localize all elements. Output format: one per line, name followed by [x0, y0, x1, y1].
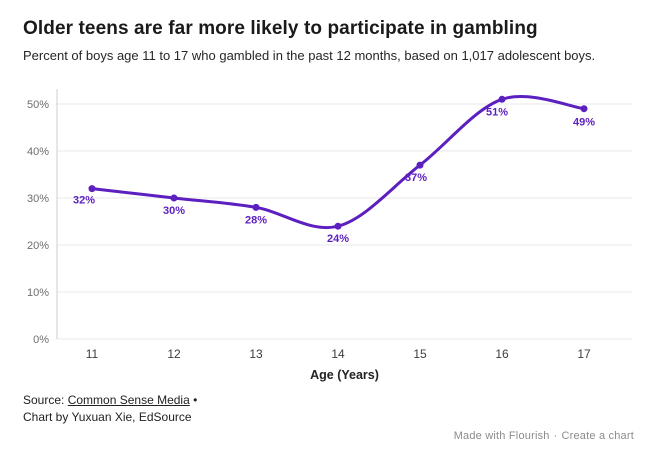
source-line: Source: Common Sense Media •: [23, 392, 634, 409]
flourish-credit: Made with Flourish · Create a chart: [454, 430, 634, 442]
data-point[interactable]: [416, 161, 424, 169]
x-tick-label: 11: [86, 347, 99, 361]
point-label: 24%: [327, 233, 349, 245]
x-tick-label: 12: [167, 347, 181, 361]
point-label: 37%: [405, 172, 427, 184]
point-label: 32%: [73, 195, 95, 207]
x-tick-label: 15: [413, 347, 427, 361]
source-suffix: •: [189, 393, 198, 407]
y-tick-label: 30%: [27, 193, 49, 205]
point-label: 28%: [245, 214, 267, 226]
chart-footer: Source: Common Sense Media • Chart by Yu…: [0, 385, 650, 426]
x-tick-label: 13: [249, 347, 263, 361]
x-axis-title: Age (Years): [310, 368, 379, 382]
data-point[interactable]: [252, 203, 260, 211]
chart-area: 0% 10% 20% 30% 40% 50% 11 12 13 14 15 16 17 Age (Year…: [0, 85, 650, 385]
source-link[interactable]: Common Sense Media: [67, 393, 190, 407]
x-tick-label: 16: [495, 347, 509, 361]
point-label: 51%: [486, 106, 508, 118]
data-point[interactable]: [498, 95, 506, 103]
data-point[interactable]: [580, 105, 588, 113]
point-label: 30%: [163, 205, 185, 217]
source-prefix: Source:: [23, 393, 68, 407]
y-tick-label: 40%: [27, 146, 49, 158]
create-a-chart-link[interactable]: Create a chart: [561, 430, 634, 442]
x-tick-label: 14: [331, 347, 345, 361]
credit-separator: ·: [553, 430, 558, 442]
y-tick-label: 20%: [27, 240, 49, 252]
made-with-flourish-link[interactable]: Made with Flourish: [453, 430, 550, 442]
credit-line: Chart by Yuxuan Xie, EdSource: [23, 410, 192, 424]
x-tick-label: 17: [577, 347, 591, 361]
chart-subtitle: Percent of boys age 11 to 17 who gambled…: [23, 47, 596, 63]
y-tick-label: 10%: [27, 287, 49, 299]
data-point[interactable]: [170, 194, 178, 202]
y-tick-label: 50%: [27, 99, 49, 111]
point-label: 49%: [573, 117, 595, 129]
data-point[interactable]: [334, 222, 342, 230]
chart-header: Older teens are far more likely to parti…: [0, 0, 650, 85]
y-tick-label: 0%: [33, 334, 49, 346]
page-title: Older teens are far more likely to parti…: [23, 18, 538, 39]
data-point[interactable]: [88, 185, 96, 193]
line-chart: 0% 10% 20% 30% 40% 50% 11 12 13 14 15 16 17 Age (Year…: [27, 89, 632, 382]
